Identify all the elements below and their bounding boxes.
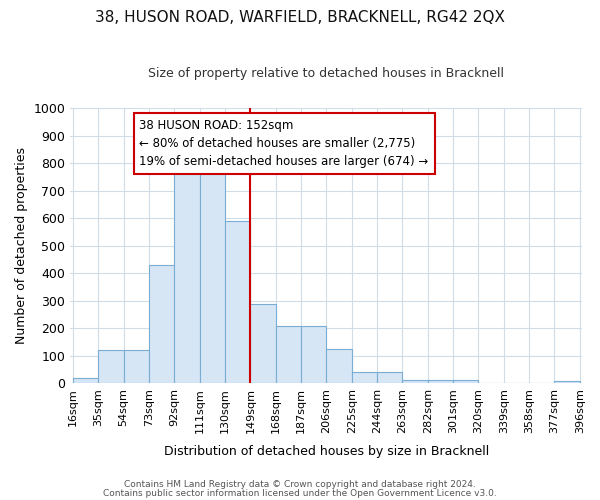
- Bar: [225, 221, 250, 384]
- Bar: [250, 304, 275, 384]
- Bar: [301, 326, 326, 384]
- Bar: [352, 372, 377, 384]
- Bar: [98, 350, 124, 384]
- Bar: [453, 380, 478, 384]
- Bar: [124, 350, 149, 384]
- Bar: [403, 380, 428, 384]
- Text: Contains public sector information licensed under the Open Government Licence v3: Contains public sector information licen…: [103, 489, 497, 498]
- Bar: [428, 380, 453, 384]
- Bar: [73, 378, 98, 384]
- Bar: [175, 164, 200, 384]
- Text: 38, HUSON ROAD, WARFIELD, BRACKNELL, RG42 2QX: 38, HUSON ROAD, WARFIELD, BRACKNELL, RG4…: [95, 10, 505, 25]
- Bar: [200, 162, 225, 384]
- Bar: [377, 372, 403, 384]
- X-axis label: Distribution of detached houses by size in Bracknell: Distribution of detached houses by size …: [164, 444, 489, 458]
- Bar: [149, 265, 175, 384]
- Bar: [275, 326, 301, 384]
- Text: 38 HUSON ROAD: 152sqm
← 80% of detached houses are smaller (2,775)
19% of semi-d: 38 HUSON ROAD: 152sqm ← 80% of detached …: [139, 119, 428, 168]
- Text: Contains HM Land Registry data © Crown copyright and database right 2024.: Contains HM Land Registry data © Crown c…: [124, 480, 476, 489]
- Bar: [326, 349, 352, 384]
- Bar: [554, 380, 580, 384]
- Y-axis label: Number of detached properties: Number of detached properties: [15, 147, 28, 344]
- Title: Size of property relative to detached houses in Bracknell: Size of property relative to detached ho…: [148, 68, 505, 80]
